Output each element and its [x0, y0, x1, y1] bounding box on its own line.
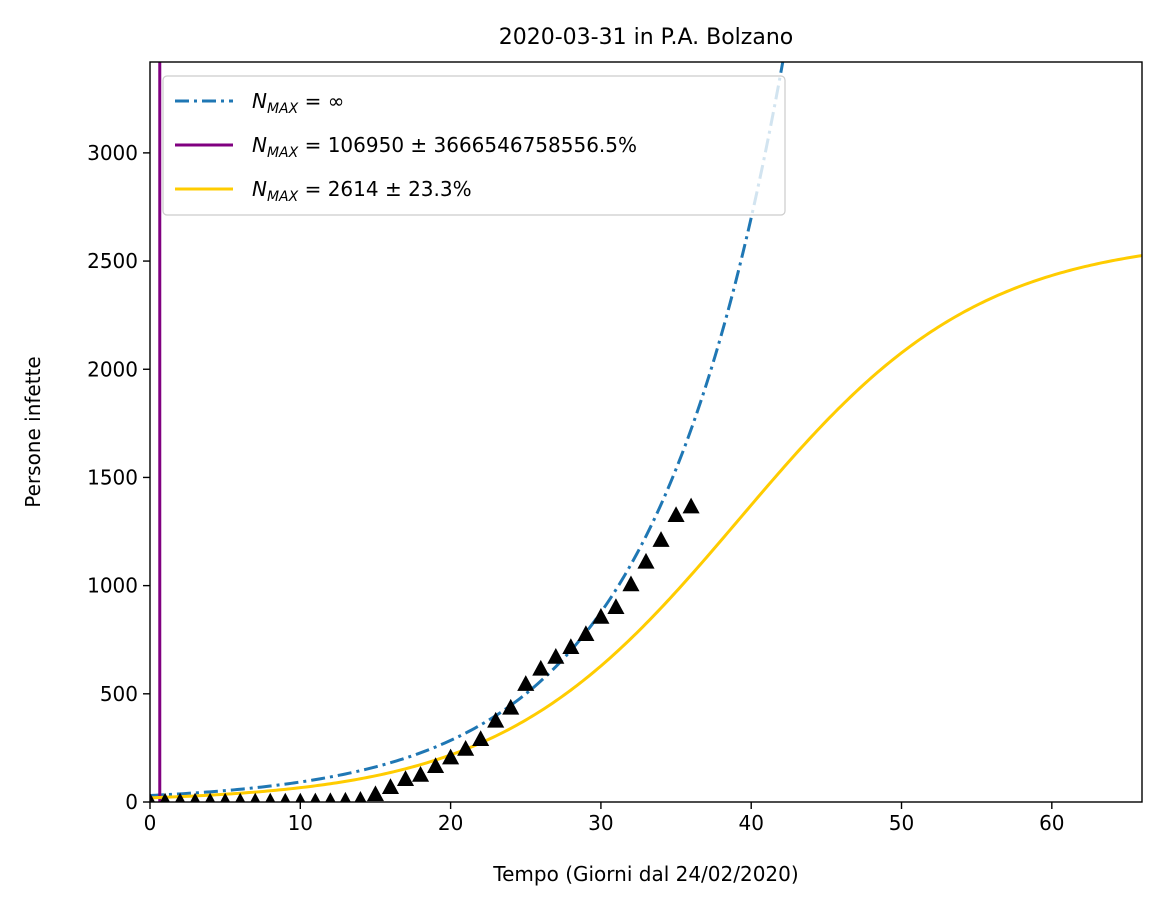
observed-point — [622, 575, 640, 592]
observed-point — [487, 711, 505, 728]
observed-point — [547, 648, 565, 664]
observed-point — [235, 792, 246, 802]
legend-entries: NMAX = ∞ NMAX = 106950 ± 3666546758556.5%… — [175, 89, 637, 205]
x-tick-label: 20 — [438, 811, 463, 835]
observed-point — [517, 675, 535, 691]
series-line-0 — [150, 62, 785, 798]
observed-point — [354, 791, 367, 802]
observed-point — [220, 792, 231, 802]
y-tick-label: 3000 — [87, 141, 138, 165]
observed-point — [411, 765, 430, 782]
observed-point — [295, 792, 306, 802]
x-tick-label: 0 — [144, 811, 157, 835]
observed-point — [442, 748, 460, 765]
y-tick-label: 2000 — [87, 357, 138, 381]
observed-point — [160, 792, 171, 802]
observed-point — [532, 659, 550, 676]
y-tick-label: 0 — [125, 790, 138, 814]
observed-point — [265, 792, 276, 802]
y-tick-label: 500 — [100, 682, 138, 706]
y-tick-label: 1500 — [87, 465, 138, 489]
observed-point — [502, 698, 520, 715]
chart-title: 2020-03-31 in P.A. Bolzano — [499, 25, 793, 50]
observed-point — [607, 598, 625, 615]
observed-point — [205, 792, 216, 802]
y-axis-label: Persone infette — [21, 356, 45, 507]
x-tick-label: 50 — [889, 811, 914, 835]
observed-point — [325, 792, 336, 802]
observed-point — [637, 552, 655, 569]
observed-point — [339, 791, 351, 802]
y-axis-ticks: 0 500 1000 1500 2000 2500 3000 — [87, 141, 150, 814]
observed-point — [652, 531, 670, 547]
observed-point — [175, 792, 186, 802]
x-tick-label: 60 — [1039, 811, 1064, 835]
series-layer — [150, 62, 1142, 802]
observed-point — [250, 792, 261, 802]
x-tick-label: 10 — [288, 811, 313, 835]
observed-point — [280, 792, 291, 802]
observed-point — [472, 730, 490, 747]
observed-point — [667, 506, 685, 523]
observed-point — [396, 770, 415, 787]
series-line-2 — [150, 254, 1142, 800]
observed-point — [366, 785, 385, 802]
observed-point — [427, 757, 445, 774]
y-tick-label: 1000 — [87, 574, 138, 598]
observed-point — [577, 625, 595, 642]
legend-label: NMAX = ∞ — [252, 89, 344, 117]
x-axis-label: Tempo (Giorni dal 24/02/2020) — [492, 862, 798, 886]
observed-point — [190, 792, 201, 802]
plot-frame — [149, 61, 1143, 803]
observed-markers — [150, 497, 700, 802]
x-tick-label: 40 — [738, 811, 763, 835]
observed-point — [592, 608, 610, 624]
y-tick-label: 2500 — [87, 249, 138, 273]
observed-point — [381, 778, 400, 795]
x-axis-ticks: 0 10 20 30 40 50 60 — [144, 802, 1065, 835]
observed-point — [682, 497, 700, 514]
observed-point — [150, 792, 156, 802]
legend-label: NMAX = 2614 ± 23.3% — [252, 177, 472, 205]
observed-point — [562, 638, 580, 655]
observed-point — [457, 739, 475, 756]
observed-point — [310, 792, 321, 802]
x-tick-label: 30 — [588, 811, 613, 835]
legend-label: NMAX = 106950 ± 3666546758556.5% — [252, 133, 637, 161]
legend-frame — [162, 75, 786, 216]
legend: NMAX = ∞ NMAX = 106950 ± 3666546758556.5%… — [162, 75, 786, 216]
